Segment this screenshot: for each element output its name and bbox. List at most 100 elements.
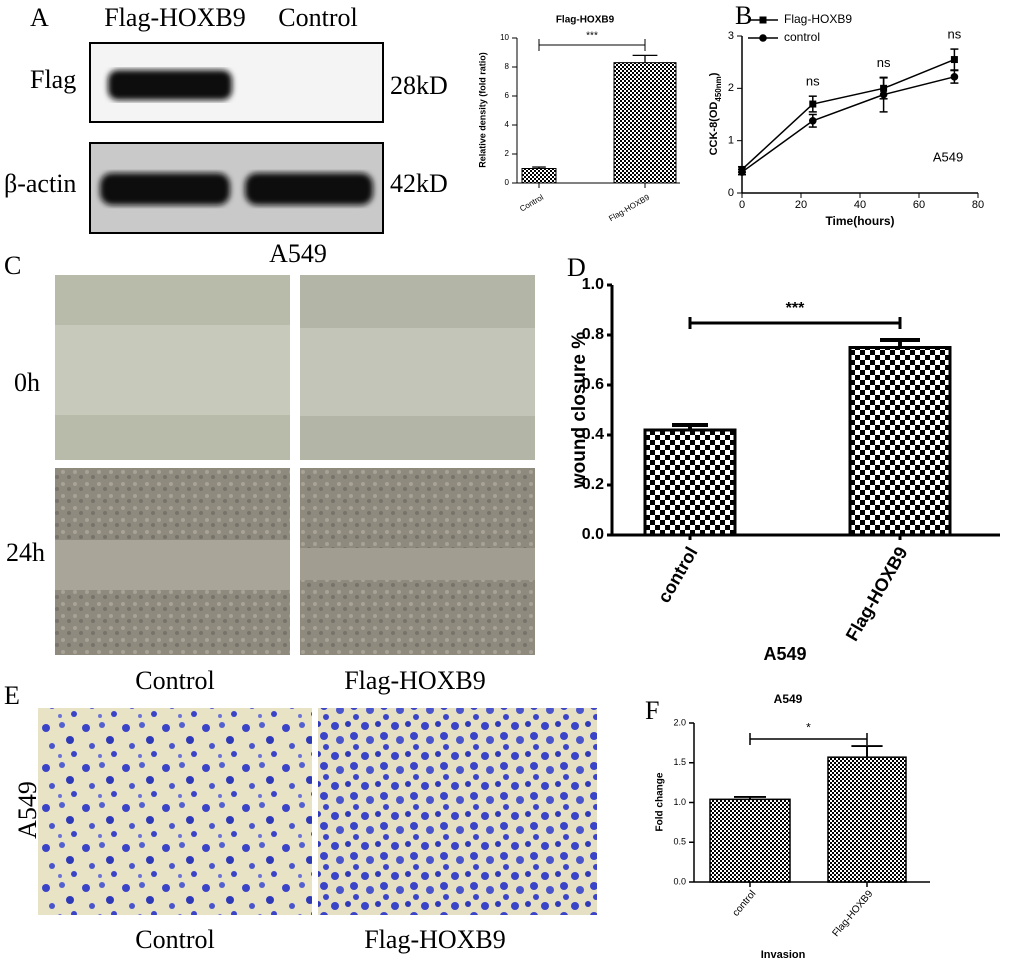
chart-title: A549 bbox=[774, 692, 803, 706]
bar bbox=[521, 168, 557, 184]
y-axis-label: Fold change bbox=[655, 772, 666, 831]
wound bbox=[300, 328, 535, 416]
y-axis-label-part: ) bbox=[708, 72, 720, 76]
bar bbox=[613, 62, 677, 184]
annotation: * bbox=[806, 720, 811, 734]
x-tick-label: Flag-HOXB9 bbox=[830, 888, 875, 939]
row-label: Flag bbox=[30, 65, 76, 94]
x-tick-label: control bbox=[731, 889, 759, 919]
x-tick-label: Control bbox=[518, 193, 545, 214]
band bbox=[108, 70, 232, 100]
y-tick-label: 6 bbox=[505, 91, 510, 100]
x-tick-label: Flag-HOXB9 bbox=[607, 192, 651, 223]
y-tick-label: 0.2 bbox=[582, 476, 604, 493]
y-tick-label: 0.0 bbox=[582, 526, 604, 543]
marker bbox=[738, 168, 746, 176]
y-tick-label: 0 bbox=[505, 178, 510, 187]
line bbox=[741, 76, 955, 173]
y-tick-label: 1.0 bbox=[582, 276, 604, 293]
x-tick-label: 80 bbox=[972, 199, 984, 211]
x-tick-label: 0 bbox=[739, 199, 745, 211]
y-tick-label: 1 bbox=[728, 135, 734, 147]
annotation: ns bbox=[948, 27, 962, 42]
x-tick-label: 60 bbox=[913, 199, 925, 211]
legend-label: Flag-HOXB9 bbox=[784, 12, 852, 26]
panel-letter: B bbox=[735, 1, 752, 30]
x-axis-label: Time(hours) bbox=[825, 214, 894, 228]
x-axis-label: A549 bbox=[763, 644, 806, 664]
bar bbox=[643, 428, 737, 537]
y-tick-label: 0.5 bbox=[673, 837, 686, 847]
y-axis-label-part: 450nm bbox=[714, 76, 723, 101]
image-label: Control bbox=[135, 666, 214, 695]
y-tick-label: 1.5 bbox=[673, 757, 686, 767]
lane-label: Flag-HOXB9 bbox=[104, 3, 246, 32]
y-axis-label: wound closure % bbox=[569, 332, 590, 489]
y-tick-label: 0.6 bbox=[582, 376, 604, 393]
image-label: Flag-HOXB9 bbox=[344, 666, 486, 695]
x-axis-label: Invasion bbox=[761, 949, 806, 961]
y-axis-label: CCK-8(OD450nm) bbox=[708, 72, 723, 155]
side-label: A549 bbox=[13, 781, 42, 839]
marker bbox=[879, 90, 888, 99]
annotation: *** bbox=[586, 31, 598, 42]
annotation: ns bbox=[806, 74, 820, 89]
bar bbox=[848, 346, 952, 537]
wound bbox=[55, 540, 290, 590]
micrographs bbox=[55, 275, 535, 655]
image bbox=[318, 708, 597, 915]
marker bbox=[809, 100, 817, 108]
legend-marker bbox=[759, 34, 767, 42]
x-tick-label: 20 bbox=[795, 199, 807, 211]
bar bbox=[709, 798, 791, 883]
chart-title: Flag-HOXB9 bbox=[556, 15, 615, 26]
marker bbox=[950, 73, 959, 81]
band bbox=[100, 173, 230, 205]
image bbox=[38, 708, 312, 915]
image-label: Flag-HOXB9 bbox=[364, 925, 506, 954]
lane-label: Control bbox=[278, 3, 357, 32]
x-tick-label: control bbox=[654, 543, 702, 606]
y-tick-label: 2 bbox=[728, 82, 734, 94]
y-tick-label: 0 bbox=[728, 187, 734, 199]
y-tick-label: 0.0 bbox=[673, 876, 686, 886]
y-axis-label-part: CCK-8(OD bbox=[708, 102, 720, 156]
legend-label: control bbox=[784, 30, 820, 44]
y-tick-label: 2 bbox=[505, 149, 510, 158]
wound bbox=[55, 325, 290, 415]
bar bbox=[827, 756, 907, 883]
y-tick-label: 2.0 bbox=[673, 717, 686, 727]
legend-marker bbox=[759, 16, 767, 24]
panel-letter: A bbox=[30, 3, 49, 32]
marker bbox=[809, 116, 817, 125]
row-label: 0h bbox=[14, 368, 40, 397]
size-label: 42kD bbox=[390, 169, 448, 198]
y-tick-label: 1.0 bbox=[673, 797, 686, 807]
y-tick-label: 3 bbox=[728, 30, 734, 42]
panel-letter: F bbox=[645, 696, 659, 725]
annotation: *** bbox=[786, 300, 805, 317]
band bbox=[245, 173, 373, 205]
marker bbox=[950, 56, 958, 64]
line bbox=[741, 58, 955, 171]
row-label: β-actin bbox=[4, 169, 76, 198]
panel-title: A549 bbox=[269, 239, 327, 268]
panel-letter: C bbox=[4, 251, 21, 280]
size-label: 28kD bbox=[390, 71, 448, 100]
y-tick-label: 0.4 bbox=[582, 426, 604, 443]
panel-letter: E bbox=[4, 681, 20, 710]
x-tick-label: 40 bbox=[854, 199, 866, 211]
wound bbox=[300, 548, 535, 580]
annotation: ns bbox=[877, 55, 891, 70]
panel-letter: D bbox=[567, 253, 586, 282]
y-tick-label: 0.8 bbox=[582, 326, 604, 343]
image-label: Control bbox=[135, 925, 214, 954]
row-label: 24h bbox=[6, 538, 45, 567]
y-tick-label: 4 bbox=[505, 120, 510, 129]
y-tick-label: 10 bbox=[500, 33, 509, 42]
x-tick-label: Flag-HOXB9 bbox=[842, 543, 912, 644]
y-tick-label: 8 bbox=[505, 62, 510, 71]
y-axis-label: Relative density (fold ratio) bbox=[477, 52, 487, 168]
inset-label: A549 bbox=[933, 149, 963, 164]
